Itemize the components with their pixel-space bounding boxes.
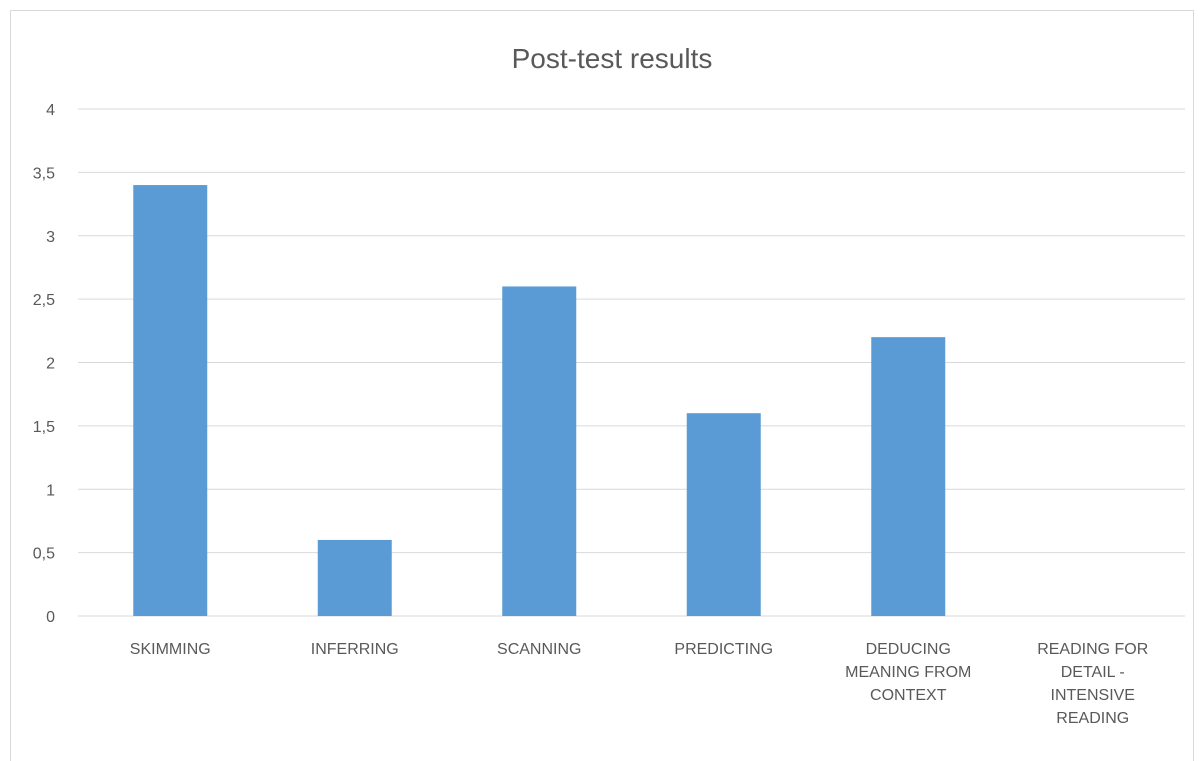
y-tick-label: 0 xyxy=(46,609,55,626)
x-tick-label: SKIMMING xyxy=(130,641,211,658)
bar xyxy=(133,185,208,617)
y-tick-label: 1 xyxy=(46,482,55,499)
y-tick-label: 3 xyxy=(46,229,55,246)
y-tick-label: 1,5 xyxy=(33,419,55,436)
y-tick-label: 0,5 xyxy=(33,546,55,563)
chart-area xyxy=(10,10,1194,761)
x-tick-label: READING FOR DETAIL -INTENSIVE READING xyxy=(1037,641,1148,727)
y-tick-label: 4 xyxy=(46,102,55,119)
y-tick-label: 3,5 xyxy=(33,165,55,182)
chart-title: Post-test results xyxy=(512,43,713,74)
y-tick-label: 2,5 xyxy=(33,292,55,309)
y-tick-label: 2 xyxy=(46,356,55,373)
x-tick-label: SCANNING xyxy=(497,641,581,658)
x-tick-label: PREDICTING xyxy=(674,641,773,658)
x-tick-label: INFERRING xyxy=(311,641,399,658)
bar xyxy=(871,337,946,616)
bar xyxy=(686,413,761,616)
bar xyxy=(317,539,392,616)
bar xyxy=(502,286,577,616)
x-tick-label: DEDUCING MEANING FROM CONTEXT xyxy=(845,641,971,704)
